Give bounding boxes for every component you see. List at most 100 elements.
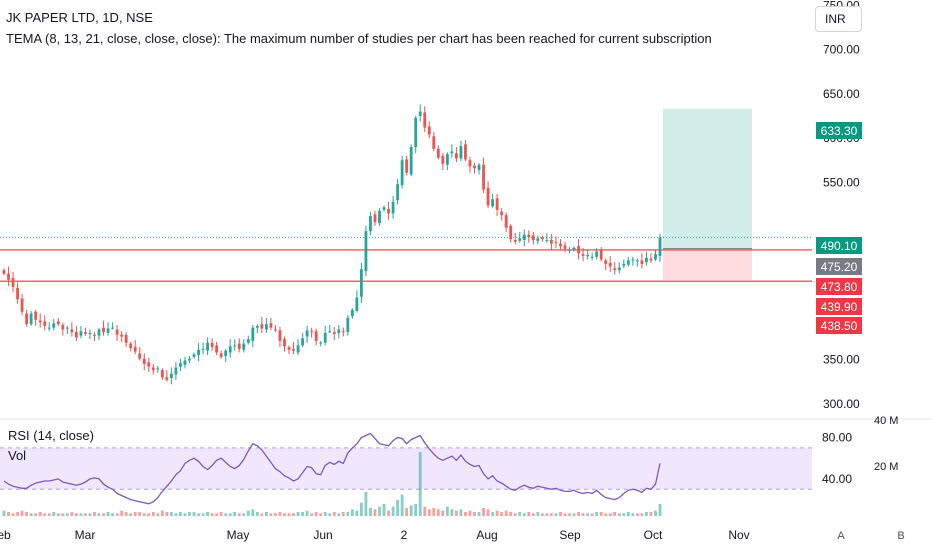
volume-bar xyxy=(314,512,318,516)
horizontal-lines[interactable] xyxy=(0,236,812,282)
volume-bar xyxy=(369,508,372,516)
price-label-entry xyxy=(816,258,862,275)
candle-body xyxy=(84,332,87,334)
volume-bar xyxy=(251,509,255,516)
candle-body xyxy=(432,136,436,149)
volume-bar xyxy=(97,513,101,516)
candle-body xyxy=(378,210,381,224)
volume-bar xyxy=(111,513,114,516)
price-label-text: 490.10 xyxy=(821,239,858,253)
candle-body xyxy=(455,153,458,159)
volume-bar xyxy=(477,512,481,516)
volume-legend[interactable]: Vol xyxy=(8,448,27,463)
volume-bar xyxy=(70,512,74,516)
rsi-legend[interactable]: RSI (14, close) xyxy=(8,428,94,443)
volume-bar xyxy=(622,513,626,516)
long-position-tool[interactable] xyxy=(663,108,752,280)
time-axis[interactable]: eb Mar May Jun 2 Aug Sep Oct Nov xyxy=(0,528,750,542)
volume-bar xyxy=(219,512,223,516)
volume-bar xyxy=(373,509,377,516)
symbol-title[interactable]: JK PAPER LTD, 1D, NSE xyxy=(6,10,153,25)
candle-body xyxy=(228,346,232,353)
candle-body xyxy=(160,370,164,378)
candle-body xyxy=(237,343,241,349)
candle-body xyxy=(106,328,110,333)
volume-bar xyxy=(531,513,535,516)
volume-bar xyxy=(264,512,268,516)
volume-bar xyxy=(563,513,567,516)
volume-bar xyxy=(310,513,314,516)
bars-scale-button[interactable]: B xyxy=(897,530,905,542)
candle-body xyxy=(197,349,200,356)
volume-bar xyxy=(169,512,173,516)
price-tick-label: 350.00 xyxy=(823,353,860,367)
volume-bar xyxy=(133,512,137,516)
candle-body xyxy=(595,251,599,257)
candle-body xyxy=(328,331,332,333)
candle-body xyxy=(314,331,318,341)
candle-body xyxy=(341,331,345,333)
candle-body xyxy=(563,245,567,249)
volume-tick-label: 20 M xyxy=(874,461,898,473)
target-zone[interactable] xyxy=(663,108,752,249)
candle-body xyxy=(246,339,250,343)
candle-body xyxy=(129,343,133,349)
volume-bar xyxy=(590,513,594,516)
time-tick-label: eb xyxy=(0,528,11,542)
volume-bar xyxy=(509,512,513,516)
candle-body xyxy=(409,147,413,175)
volume-bar xyxy=(201,513,205,516)
candle-body xyxy=(350,309,354,317)
volume-bar xyxy=(79,513,83,516)
price-label-text: 475.20 xyxy=(821,260,858,274)
candle-body xyxy=(509,225,513,240)
candle-body xyxy=(504,215,508,228)
auto-scale-button[interactable]: A xyxy=(837,530,845,542)
candle-body xyxy=(296,345,300,353)
volume-bar xyxy=(654,510,657,516)
volume-bar xyxy=(468,510,472,516)
time-tick-label: Oct xyxy=(644,528,663,542)
volume-bar xyxy=(74,513,78,516)
volume-bar xyxy=(11,513,15,516)
volume-bar xyxy=(405,508,409,516)
candle-body xyxy=(283,339,286,347)
time-tick-label: Jun xyxy=(313,528,332,542)
volume-bar xyxy=(179,512,182,516)
volume-bar xyxy=(427,509,431,516)
candle-body xyxy=(20,298,24,312)
volume-bar xyxy=(341,512,345,516)
volume-bar xyxy=(206,512,209,516)
volume-bar xyxy=(224,513,228,516)
candle-body xyxy=(423,112,427,128)
volume-bar xyxy=(93,512,96,516)
volume-bar xyxy=(255,512,259,516)
volume-bar xyxy=(319,513,323,516)
volume-bar xyxy=(332,512,336,516)
candle-body xyxy=(387,209,390,214)
volume-bar xyxy=(138,512,142,516)
candle-body xyxy=(255,325,259,328)
volume-bar xyxy=(151,512,155,516)
time-tick-label: Nov xyxy=(728,528,749,542)
candle-body xyxy=(165,377,169,380)
candle-body xyxy=(568,249,571,251)
candle-body xyxy=(2,270,6,274)
volume-bar xyxy=(61,513,65,516)
time-tick-label: Mar xyxy=(75,528,96,542)
volume-bar xyxy=(382,504,386,516)
volume-bar xyxy=(84,513,87,516)
volume-bar xyxy=(491,512,495,516)
candle-body xyxy=(97,329,101,336)
price-label-text: 439.90 xyxy=(821,300,858,314)
stop-zone[interactable] xyxy=(663,248,752,280)
candle-body xyxy=(206,342,209,351)
volume-bar xyxy=(269,513,273,516)
candle-body xyxy=(179,363,182,367)
currency-button[interactable]: INR xyxy=(815,6,862,32)
candle-body xyxy=(115,329,119,335)
candlestick-series xyxy=(2,104,662,385)
price-label-text: 473.80 xyxy=(821,280,858,294)
candle-body xyxy=(491,199,495,207)
